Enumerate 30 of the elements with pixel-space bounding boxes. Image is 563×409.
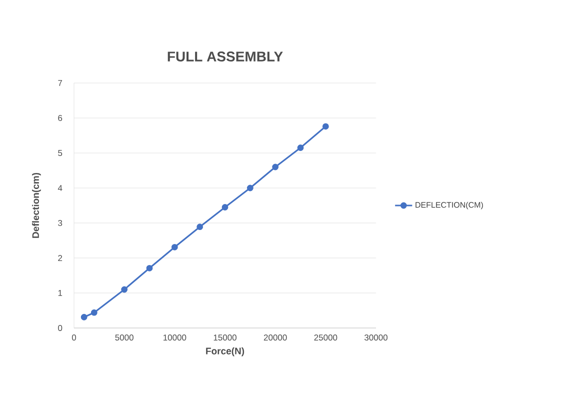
point (322, 123, 329, 130)
y-tick-label: 7 (58, 80, 62, 86)
y-tick-label: 5 (58, 150, 62, 156)
x-tick-label: 20000 (264, 334, 287, 341)
y-tick-label: 3 (58, 220, 62, 226)
point (297, 144, 304, 151)
point (196, 224, 204, 230)
y-tick-label: 6 (58, 114, 62, 121)
point (246, 184, 254, 192)
legend-label: DEFLECTION(CM) (416, 202, 483, 210)
y-tick-label: 1 (58, 290, 62, 296)
point (171, 244, 178, 250)
x-tick-label: 25000 (314, 334, 338, 341)
y-tick-label: 2 (58, 255, 62, 261)
y-axis-title: Deflection(cm) (32, 172, 41, 238)
y-tick-label: 0 (58, 324, 62, 331)
x-tick-label: 30000 (364, 334, 388, 341)
point (90, 309, 98, 316)
x-tick-label: 5000 (115, 334, 134, 341)
point (146, 264, 153, 272)
point (222, 204, 228, 210)
chart-title: FULL ASSEMBLY (168, 52, 283, 62)
y-tick-label: 4 (58, 185, 62, 191)
point (272, 164, 279, 170)
point (121, 286, 128, 293)
point (80, 314, 88, 320)
x-axis-title: Force(N) (206, 347, 244, 356)
x-tick-label: 0 (72, 334, 76, 341)
x-tick-label: 15000 (214, 334, 236, 341)
x-tick-label: 10000 (163, 334, 186, 341)
